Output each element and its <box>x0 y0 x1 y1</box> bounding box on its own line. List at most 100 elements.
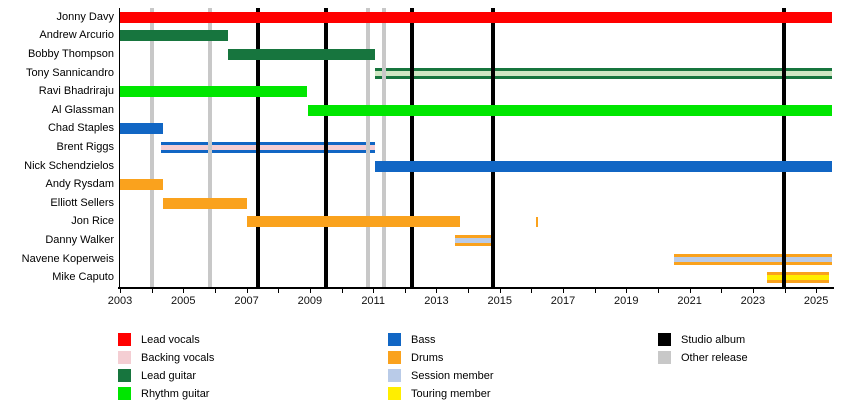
x-tick-label: 2009 <box>297 295 323 307</box>
x-axis-tick <box>689 289 691 293</box>
x-axis-tick <box>309 289 311 293</box>
timeline-bar-striped <box>161 142 375 153</box>
member-label: Andrew Arcurio <box>39 29 114 42</box>
x-axis-tick <box>341 289 343 293</box>
bar-stripe <box>455 238 495 243</box>
legend: Lead vocals Backing vocals Lead guitar Rhyt… <box>0 322 850 408</box>
member-label: Jon Rice <box>71 215 114 228</box>
member-label: Chad Staples <box>47 122 114 135</box>
x-tick-label: 2017 <box>550 295 576 307</box>
member-label: Andy Rysdam <box>45 178 114 191</box>
x-axis-tick <box>120 289 121 293</box>
timeline-bar <box>120 86 307 98</box>
legend-label: Bass <box>411 334 436 346</box>
x-tick-label: 2015 <box>487 295 512 307</box>
member-label: Bobby Thompson <box>27 48 114 60</box>
x-axis-tick <box>151 289 153 293</box>
bar-stripe <box>161 142 375 145</box>
studio-album-line <box>409 8 414 287</box>
member-label: Mike Caputo <box>52 271 114 284</box>
x-tick-label: 2003 <box>107 295 133 307</box>
bar-stripe <box>374 70 832 76</box>
legend-label: Other release <box>681 352 748 364</box>
bar-stripe <box>161 150 375 153</box>
x-tick-label: 2019 <box>614 295 639 307</box>
x-axis-tick <box>246 289 248 293</box>
x-axis-tick <box>468 289 470 293</box>
studio-album-line <box>323 8 328 287</box>
bar-stripe <box>455 243 495 246</box>
timeline-bar <box>120 123 163 135</box>
studio-album-line <box>781 8 786 287</box>
x-tick-label: 2025 <box>803 295 829 307</box>
x-axis-tick <box>594 289 596 293</box>
timeline-bar <box>162 197 247 209</box>
x-tick-label: 2007 <box>234 295 259 307</box>
x-axis-tick <box>721 289 723 293</box>
legend-swatch <box>658 333 671 346</box>
timeline-bar-striped <box>374 67 832 79</box>
bar-stripe <box>161 145 375 150</box>
x-axis-tick <box>183 289 185 293</box>
x-axis-tick <box>214 289 216 293</box>
x-axis-tick <box>657 289 659 293</box>
member-label: Nick Schendzielos <box>24 159 114 172</box>
x-axis-tick <box>784 289 786 293</box>
legend-label: Backing vocals <box>141 352 215 364</box>
legend-label: Lead vocals <box>141 334 200 346</box>
legend-label: Lead guitar <box>141 370 197 382</box>
x-axis-tick <box>436 289 438 293</box>
legend-label: Session member <box>411 370 494 382</box>
timeline-bar-striped <box>767 272 829 284</box>
x-axis-tick <box>626 289 628 293</box>
legend-swatch <box>658 351 671 364</box>
other-release-line <box>366 8 371 287</box>
timeline-bar-striped <box>673 253 832 265</box>
legend-label: Touring member <box>411 388 491 400</box>
bar-stripe <box>767 280 829 284</box>
x-tick-label: 2013 <box>424 295 449 307</box>
bar-stripe <box>673 253 832 257</box>
member-label: Brent Riggs <box>56 141 114 153</box>
x-tick-label: 2021 <box>677 295 702 307</box>
legend-swatch <box>118 369 131 382</box>
x-axis-tick <box>373 289 375 293</box>
other-release-line <box>149 8 154 287</box>
timeline-bar <box>120 179 163 191</box>
legend-label: Studio album <box>681 334 746 346</box>
bar-stripe <box>455 235 495 238</box>
timeline-bar <box>374 160 832 172</box>
x-tick-label: 2011 <box>361 295 385 307</box>
other-release-line <box>381 8 386 287</box>
x-axis-tick <box>404 289 406 293</box>
timeline-bar <box>227 49 375 60</box>
x-tick-label: 2005 <box>171 295 196 307</box>
y-axis-line <box>119 8 120 287</box>
legend-swatch <box>388 387 401 400</box>
other-release-line <box>208 8 213 287</box>
legend-swatch <box>118 333 131 346</box>
member-label: Navene Koperweis <box>21 252 114 265</box>
short-stint-marker <box>536 216 539 227</box>
x-axis-tick <box>816 289 818 293</box>
legend-label: Rhythm guitar <box>141 388 210 400</box>
bar-stripe <box>673 256 832 262</box>
x-axis-tick <box>752 289 754 293</box>
x-tick-label: 2023 <box>740 295 766 307</box>
member-label: Danny Walker <box>45 234 114 246</box>
bar-stripe <box>374 67 832 71</box>
legend-swatch <box>118 387 131 400</box>
legend-label: Drums <box>411 352 444 364</box>
legend-swatch <box>388 369 401 382</box>
studio-album-line <box>490 8 495 287</box>
bar-stripe <box>767 275 829 281</box>
bar-stripe <box>673 261 832 265</box>
legend-swatch <box>388 333 401 346</box>
studio-album-line <box>256 8 261 287</box>
bar-stripe <box>767 272 829 276</box>
x-axis-tick <box>563 289 565 293</box>
timeline-bar <box>247 216 461 228</box>
bar-stripe <box>374 75 832 79</box>
timeline-bar-striped <box>455 235 495 246</box>
